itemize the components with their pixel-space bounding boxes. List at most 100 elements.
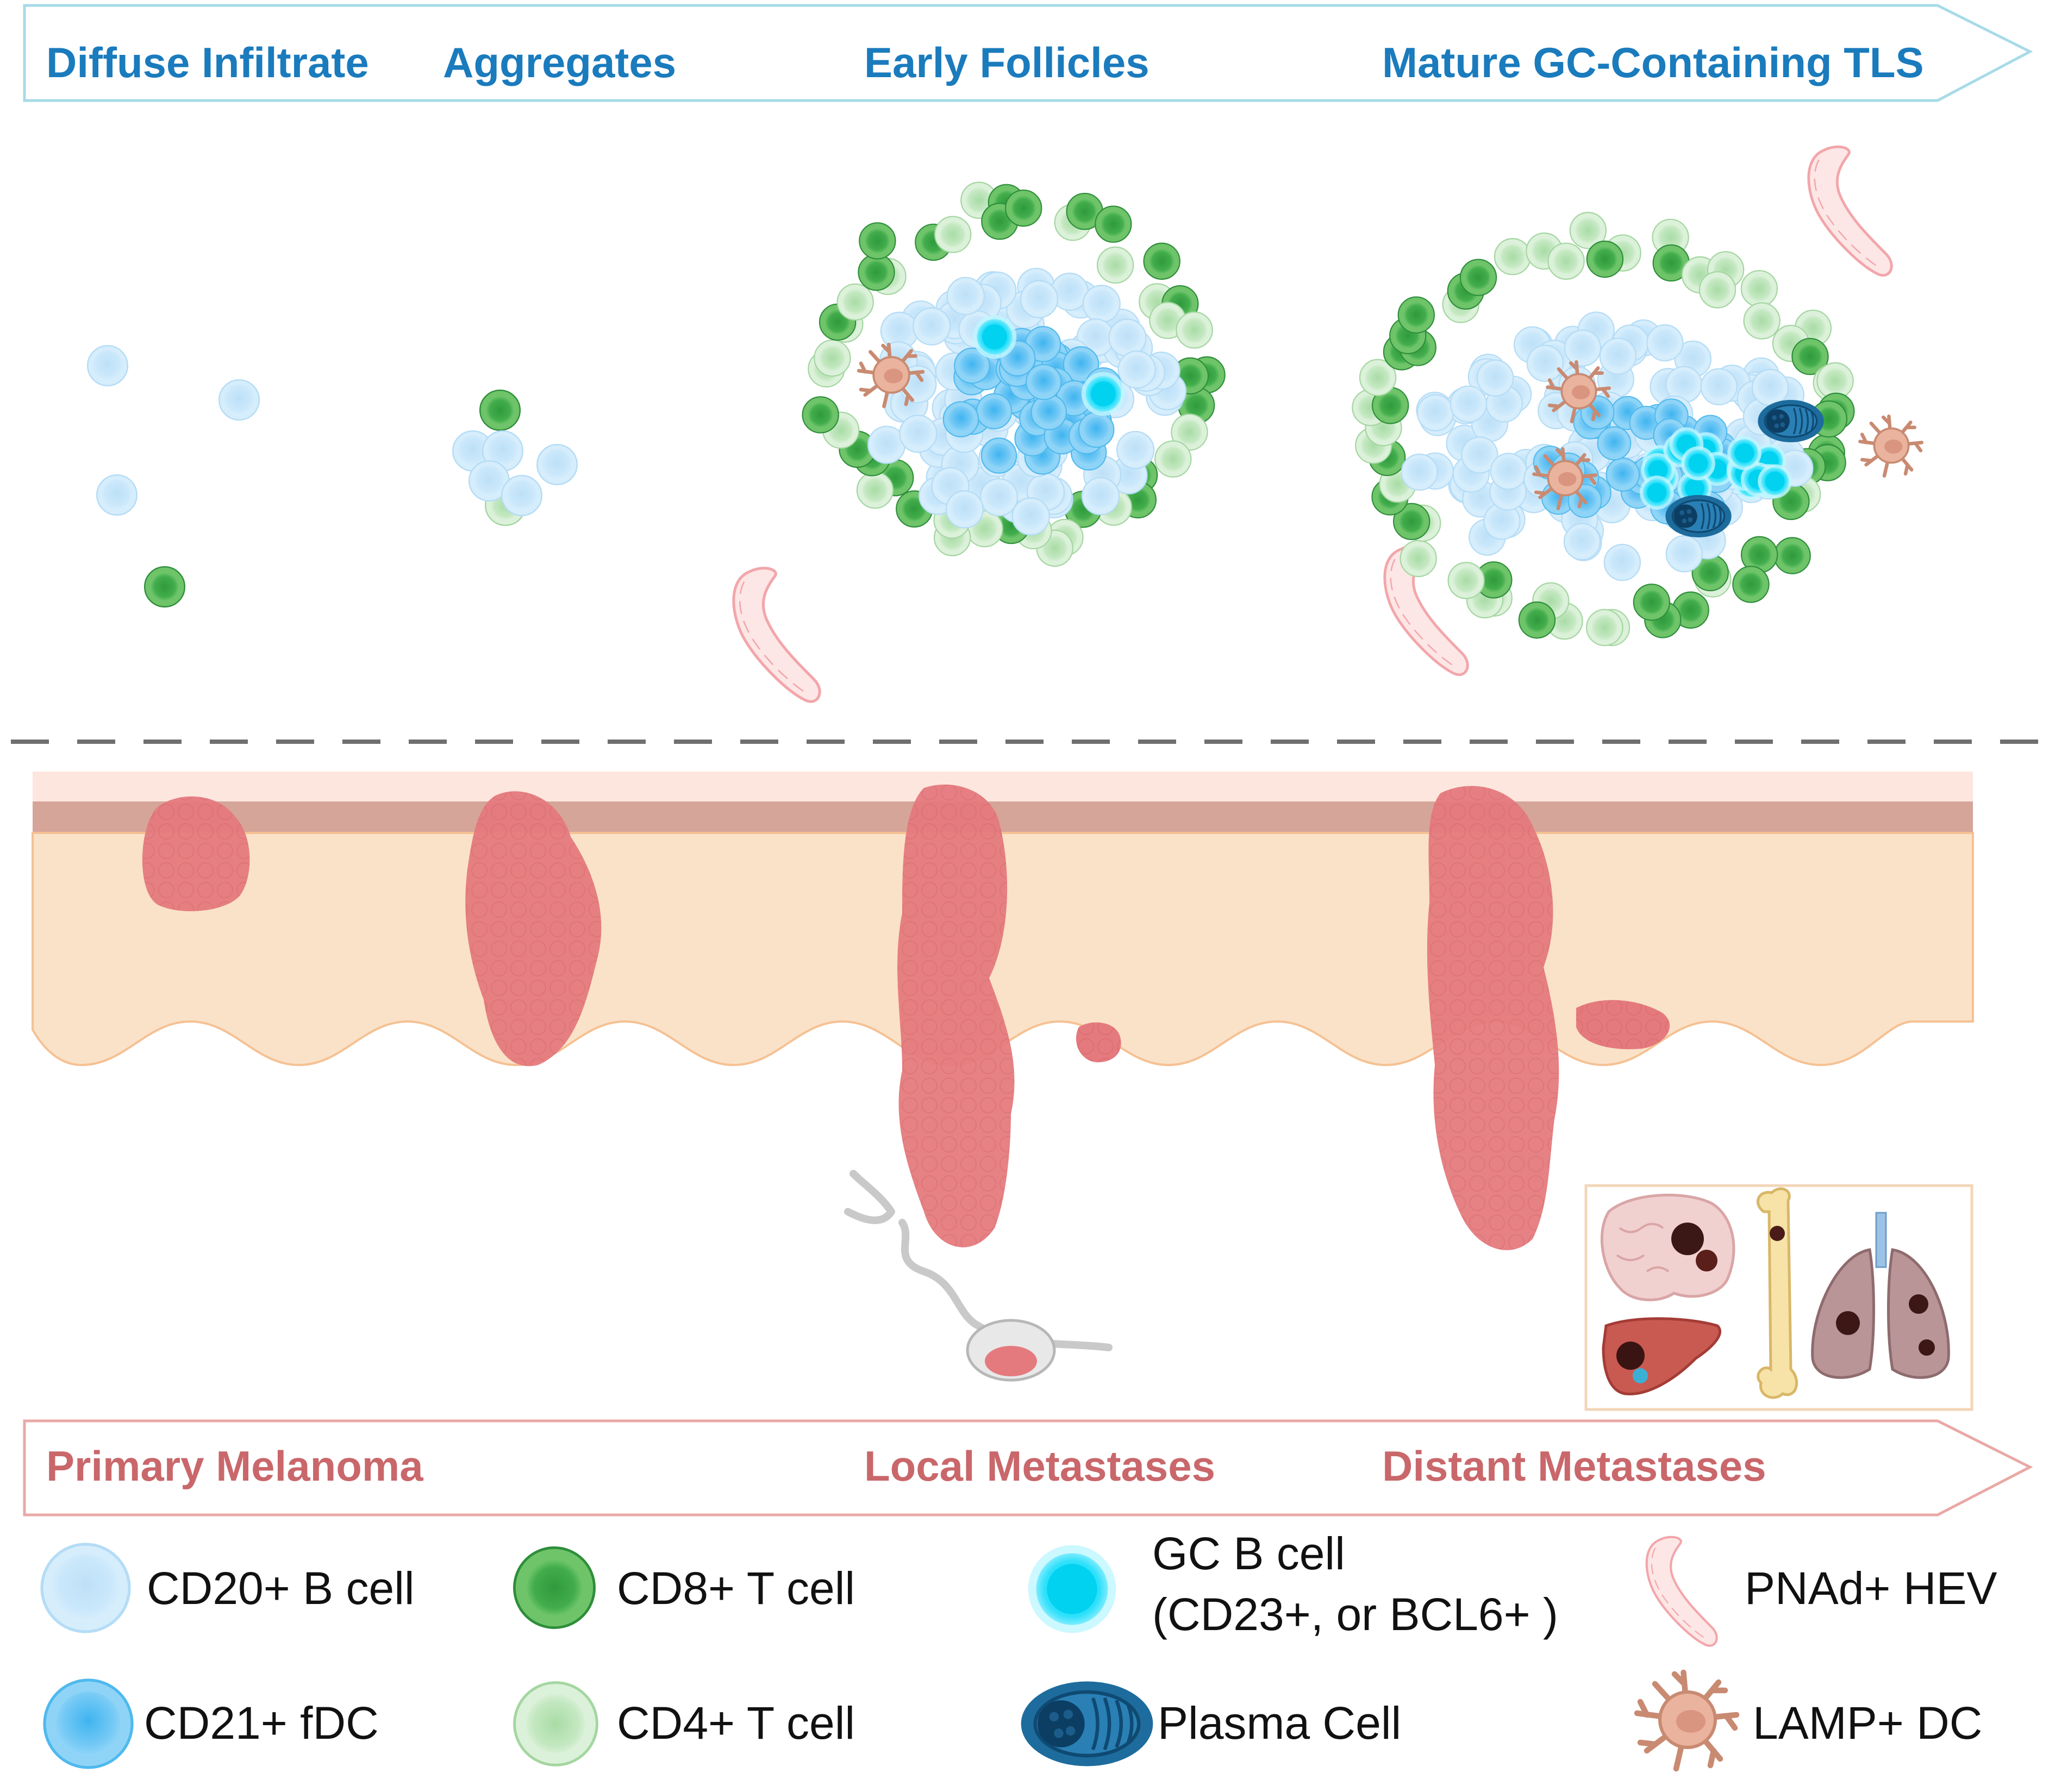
cd8-t-cell: [1586, 240, 1624, 278]
stage-progression-arrow: Diffuse Infiltrate Aggregates Early Foll…: [23, 4, 2033, 102]
b-cell: [1603, 543, 1641, 581]
b-cell: [1011, 497, 1050, 536]
mature-tls-panel: [1352, 147, 1921, 674]
distant-organs-inset: [1584, 1184, 1973, 1411]
legend-dc-label: LAMP+ DC: [1753, 1697, 1982, 1749]
b-cell: [1700, 368, 1738, 405]
b-cell: [1476, 359, 1514, 397]
bone-icon: [1756, 1187, 1798, 1399]
skin-cross-section: [32, 772, 1974, 1382]
lymphatic-vessel-node: [844, 1170, 1113, 1382]
cd4-t-cell: [1400, 540, 1437, 578]
b-cell: [1599, 337, 1637, 375]
stage-label-early-follicles: Early Follicles: [864, 39, 1150, 86]
b-cell: [1401, 453, 1439, 491]
aggregates-panel: [452, 390, 578, 526]
gc-b-cell: [972, 315, 1017, 359]
cd8-t-cell: [479, 390, 521, 431]
b-cell: [946, 277, 985, 315]
cd4-t-cell: [836, 283, 874, 321]
cd4-t-cell: [1494, 238, 1532, 275]
cd4-t-cell: [1698, 271, 1736, 309]
b-cell: [218, 379, 260, 421]
b-cell: [1564, 329, 1602, 367]
fdc: [1597, 426, 1632, 461]
cd8-t-cell: [1732, 566, 1770, 603]
fdc: [980, 437, 1017, 474]
cd4-t-cell: [1447, 562, 1485, 599]
lung-icon: [1811, 1212, 1950, 1379]
b-cell: [1646, 324, 1684, 362]
cd8-t-cell: [1095, 205, 1132, 243]
clinical-arrow-shape: [23, 1419, 2033, 1517]
melanoma-vertical-growth: [465, 791, 602, 1067]
legend-plasma-cell-label: Plasma Cell: [1158, 1697, 1401, 1749]
stage-label-mature-tls: Mature GC-Containing TLS: [1382, 39, 1924, 86]
cd4-t-cell: [1547, 242, 1585, 280]
fdc: [1030, 394, 1067, 430]
cd8-t-cell: [1518, 601, 1556, 639]
cd4-t-cell: [1096, 246, 1134, 284]
legend-dc-icon: [1637, 1672, 1736, 1769]
b-cell: [1081, 477, 1120, 516]
brain-icon: [1600, 1193, 1735, 1301]
b-cell: [979, 478, 1019, 517]
b-cell: [536, 444, 578, 485]
cd8-t-cell: [1633, 584, 1671, 621]
stage-arrow-shape: [23, 4, 2033, 102]
fdc: [976, 393, 1013, 430]
b-cell: [945, 490, 984, 529]
legend-cd4-label: CD4+ T cell: [617, 1697, 855, 1749]
cd8-t-cell: [1773, 537, 1811, 574]
stage-label-aggregates: Aggregates: [443, 39, 676, 86]
melanoma-satellite: [1576, 1000, 1670, 1049]
b-cell: [1450, 385, 1488, 423]
legend-cd8-label: CD8+ T cell: [617, 1563, 855, 1614]
cd4-t-cell: [934, 216, 972, 253]
hev-vessel: [1809, 147, 1891, 275]
gc-b-cell: [1758, 464, 1792, 499]
cd8-t-cell: [858, 253, 895, 291]
b-cell: [501, 475, 542, 516]
b-cell: [1490, 453, 1527, 490]
cd4-t-cell: [814, 339, 851, 377]
b-cell: [1108, 318, 1147, 357]
cd8-t-cell: [1397, 296, 1435, 334]
cd4-t-cell: [1586, 609, 1623, 647]
melanoma-local-metastasis: [897, 784, 1015, 1248]
b-cell: [1563, 523, 1601, 560]
b-cell: [899, 415, 938, 453]
fdc: [1078, 411, 1115, 448]
b-cell: [1082, 285, 1121, 323]
clinical-label-distant: Distant Metastases: [1382, 1442, 1766, 1490]
fdc: [1025, 364, 1062, 400]
cd8-t-cell: [1005, 189, 1042, 227]
cd4-t-cell: [1740, 270, 1778, 308]
gc-b-cell: [1681, 446, 1715, 481]
legend-gc-b-cell-label: GC B cell: [1152, 1528, 1345, 1579]
melanoma-nest-primary: [142, 796, 250, 911]
fdc: [1606, 458, 1640, 492]
legend-gc-b-cell-icon: [1028, 1545, 1116, 1633]
cd4-t-cell: [856, 471, 894, 509]
legend-b-cell-icon: [42, 1544, 129, 1632]
gc-b-cell: [1640, 475, 1674, 510]
fdc: [942, 401, 979, 437]
b-cell: [1416, 394, 1454, 431]
b-cell: [1665, 535, 1703, 573]
legend-hev-label: PNAd+ HEV: [1745, 1563, 1997, 1614]
cd4-t-cell: [1743, 302, 1781, 340]
legend: CD20+ B cell CD8+ T cell GC B cell (CD23…: [42, 1528, 1997, 1769]
gc-b-cell: [1727, 436, 1761, 471]
plasma-cell: [1664, 494, 1733, 538]
legend-plasma-cell-icon: [1021, 1682, 1153, 1766]
melanoma-distant-metastasis: [1427, 786, 1559, 1250]
epidermis-top: [33, 772, 1973, 801]
b-cell: [1751, 368, 1789, 406]
b-cell: [96, 474, 138, 516]
legend-fdc-icon: [45, 1680, 132, 1768]
b-cell: [86, 345, 129, 386]
cd8-t-cell: [859, 222, 896, 260]
cd8-t-cell: [144, 566, 185, 608]
